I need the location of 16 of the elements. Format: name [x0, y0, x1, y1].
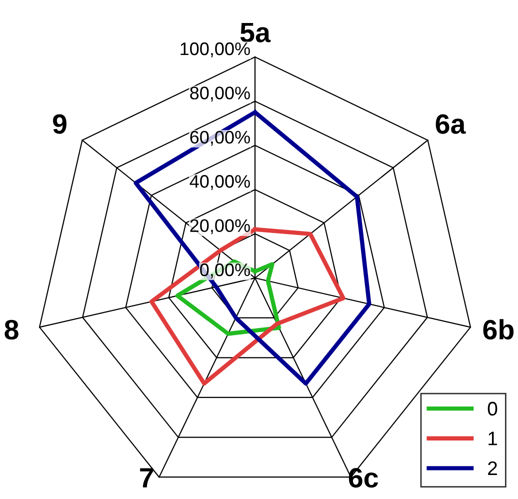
legend-label: 1 — [488, 432, 497, 446]
y-tick-label: 60,00% — [190, 130, 250, 146]
y-tick-label: 80,00% — [190, 86, 250, 102]
y-tick-label: 100,00% — [180, 42, 250, 58]
spoke-label: 7 — [140, 468, 154, 488]
spoke-label: 5a — [240, 22, 271, 42]
y-tick-label: 20,00% — [190, 219, 250, 234]
y-tick-label: 0,00% — [200, 263, 250, 278]
spoke-label: 8 — [4, 320, 18, 340]
spoke-label: 6a — [436, 114, 466, 134]
y-tick-label: 40,00% — [190, 175, 250, 190]
spoke-label: 9 — [52, 114, 66, 134]
legend-label: 2 — [488, 461, 497, 475]
spoke-label: 6c — [348, 468, 378, 488]
spoke-label: 6b — [483, 319, 514, 340]
legend-label: 0 — [488, 402, 498, 416]
